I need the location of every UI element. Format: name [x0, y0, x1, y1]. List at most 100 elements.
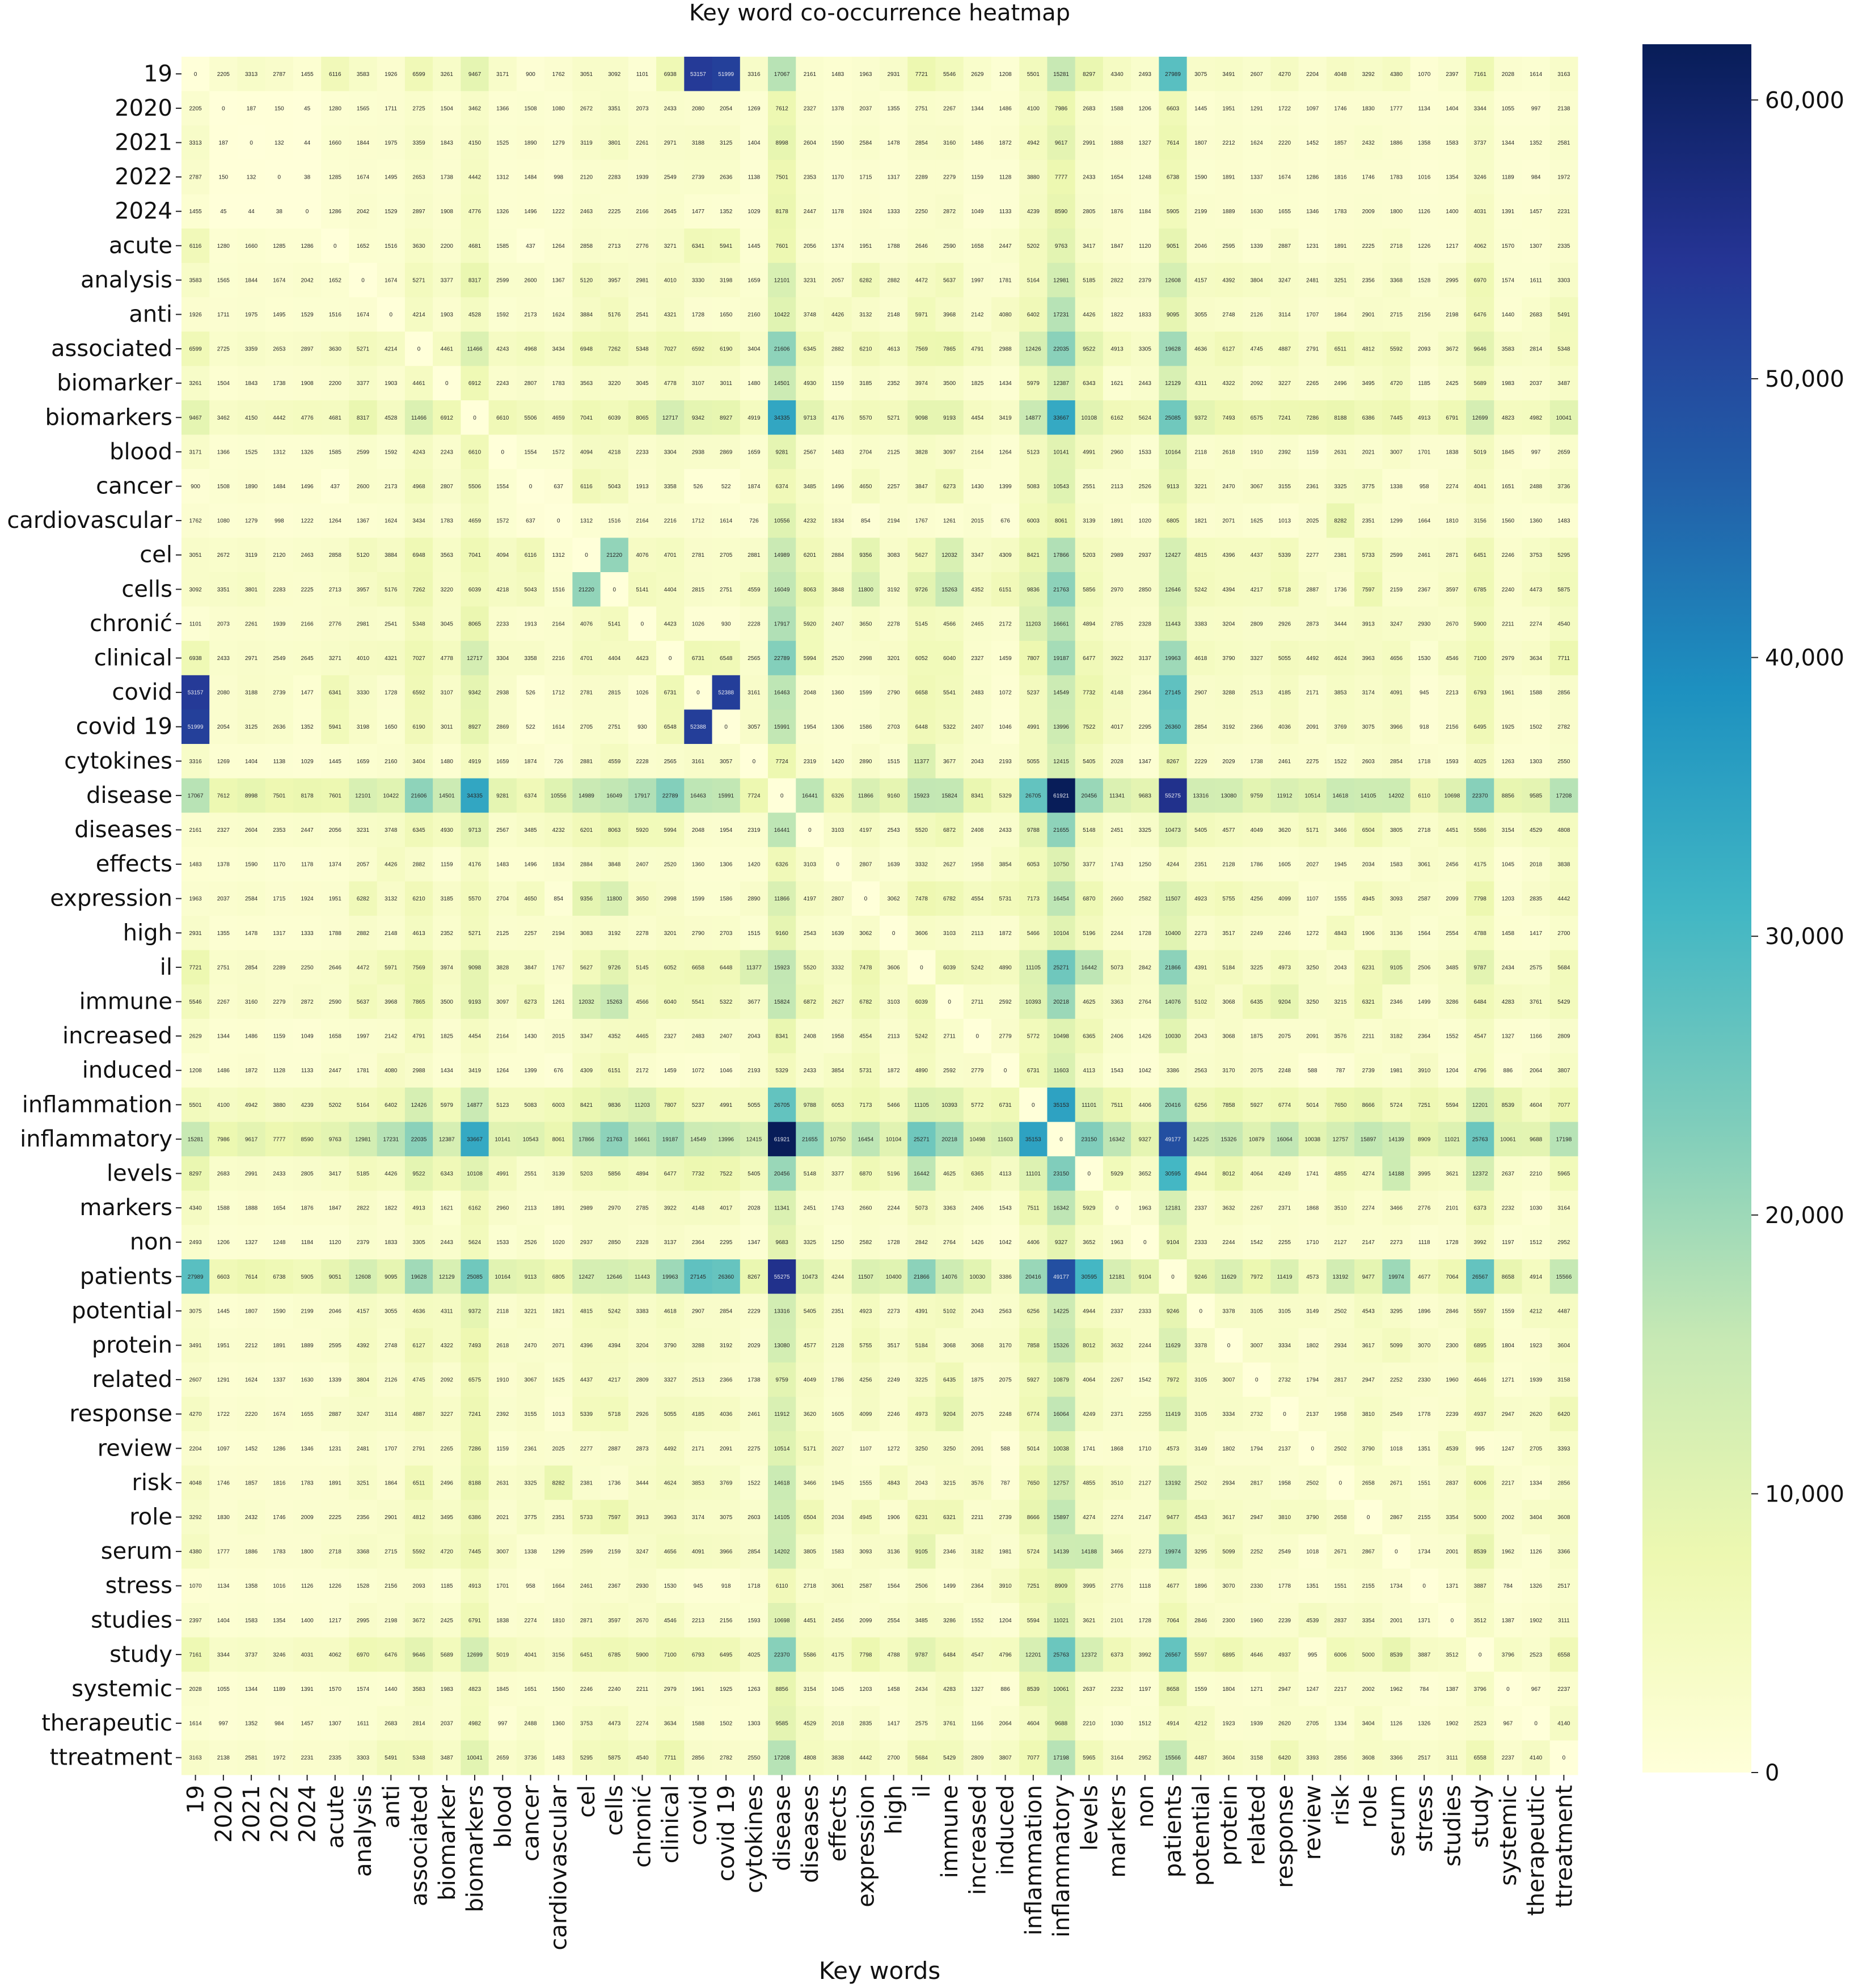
cell-value-label: 1042 — [999, 1240, 1012, 1246]
cell-value-label: 6477 — [664, 1171, 677, 1177]
cell-value-label: 2645 — [664, 209, 677, 215]
cell-value-label: 11866 — [774, 896, 790, 902]
cell-value-label: 4442 — [273, 415, 286, 421]
heatmap-cell — [1298, 57, 1327, 92]
cell-value-label: 2432 — [245, 1515, 258, 1521]
cell-value-label: 4243 — [412, 449, 425, 455]
cell-value-label: 4113 — [999, 1171, 1012, 1177]
cell-value-label: 0 — [1422, 1583, 1426, 1589]
cell-value-label: 1810 — [552, 1618, 565, 1624]
cell-value-label: 1495 — [273, 312, 286, 318]
cell-value-label: 19974 — [1165, 1549, 1181, 1555]
cell-value-label: 3652 — [1139, 1171, 1152, 1177]
cell-value-label: 2249 — [887, 1377, 900, 1384]
cell-value-label: 1306 — [831, 724, 844, 730]
cell-value-label: 1590 — [273, 1308, 286, 1314]
cell-value-label: 1585 — [329, 449, 342, 455]
cell-value-label: 5185 — [1083, 277, 1096, 284]
cell-value-label: 4968 — [524, 346, 537, 353]
cell-value-label: 1660 — [329, 140, 342, 146]
cell-value-label: 8065 — [636, 415, 649, 421]
cell-value-label: 1107 — [860, 1446, 872, 1452]
cell-value-label: 2351 — [831, 1308, 844, 1314]
cell-value-label: 3617 — [1222, 1515, 1235, 1521]
cell-value-label: 3650 — [859, 621, 872, 627]
cell-value-label: 4094 — [580, 449, 593, 455]
cell-value-label: 2118 — [497, 1308, 509, 1314]
cell-value-label: 1217 — [329, 1618, 342, 1624]
cell-value-label: 11507 — [858, 1274, 874, 1280]
cell-value-label: 6052 — [664, 965, 677, 971]
cell-value-label: 5203 — [580, 1171, 593, 1177]
cell-value-label: 2587 — [1418, 896, 1431, 902]
cell-value-label: 2629 — [189, 1034, 202, 1040]
cell-value-label: 2265 — [1306, 380, 1319, 387]
cell-value-label: 4380 — [189, 1549, 202, 1555]
cell-value-label: 4437 — [580, 1377, 593, 1384]
cell-value-label: 4239 — [1027, 209, 1040, 215]
cell-value-label: 1543 — [1110, 1068, 1124, 1074]
cell-value-label: 35153 — [1053, 1102, 1069, 1109]
cell-value-label: 10422 — [383, 793, 399, 799]
cell-value-label: 1738 — [747, 1377, 761, 1384]
cell-value-label: 4041 — [1474, 484, 1487, 490]
cell-value-label: 5295 — [1557, 552, 1570, 559]
cell-value-label: 0 — [948, 999, 951, 1005]
cell-value-label: 1951 — [859, 243, 872, 249]
cell-value-label: 1624 — [385, 518, 398, 525]
cell-value-label: 2952 — [1139, 1755, 1152, 1761]
cell-value-label: 3125 — [720, 140, 733, 146]
cell-value-label: 13996 — [1053, 724, 1069, 730]
cell-value-label: 1588 — [217, 1206, 230, 1212]
cell-value-label: 11419 — [1165, 1411, 1181, 1418]
cell-value-label: 2776 — [329, 621, 342, 627]
cell-value-label: 2931 — [189, 930, 202, 937]
cell-value-label: 3158 — [1251, 1755, 1264, 1761]
cell-value-label: 3160 — [943, 140, 956, 146]
cell-value-label: 900 — [526, 71, 535, 78]
cell-value-label: 1399 — [999, 484, 1012, 490]
cell-value-label: 3171 — [189, 449, 202, 455]
cell-value-label: 1120 — [329, 1240, 341, 1246]
cell-value-label: 3188 — [245, 690, 258, 696]
cell-value-label: 2550 — [1557, 759, 1570, 765]
cell-value-label: 3354 — [1362, 1618, 1375, 1624]
cell-value-label: 9683 — [1139, 793, 1152, 799]
cell-value-label: 2161 — [189, 827, 202, 834]
cell-value-label: 5237 — [1027, 690, 1040, 696]
cell-value-label: 16661 — [1053, 621, 1069, 627]
cell-value-label: 6895 — [1222, 1652, 1235, 1658]
cell-value-label: 5271 — [357, 346, 370, 353]
cell-value-label: 4991 — [1083, 449, 1096, 455]
heatmap-cell — [516, 57, 545, 92]
cell-value-label: 1483 — [831, 71, 844, 78]
cell-value-label: 1715 — [859, 175, 872, 181]
heatmap-cell — [1186, 57, 1215, 92]
cell-value-label: 3075 — [189, 1308, 202, 1314]
cell-value-label: 2781 — [692, 552, 705, 559]
cell-value-label: 9759 — [776, 1377, 789, 1384]
cell-value-label: 2937 — [1139, 552, 1152, 559]
cell-value-label: 8539 — [1474, 1549, 1487, 1555]
cell-value-label: 4720 — [1390, 380, 1403, 387]
cell-value-label: 1134 — [217, 1583, 230, 1589]
cell-value-label: 4049 — [804, 1377, 817, 1384]
cell-value-label: 1264 — [552, 243, 565, 249]
cell-value-label: 3510 — [1334, 1206, 1347, 1212]
cell-value-label: 8666 — [1027, 1515, 1040, 1521]
cell-value-label: 3404 — [412, 759, 425, 765]
cell-value-label: 3500 — [943, 380, 956, 387]
cell-value-label: 3119 — [245, 552, 257, 559]
cell-value-label: 1515 — [747, 930, 761, 937]
cell-value-label: 4176 — [831, 415, 844, 421]
cell-value-label: 2764 — [1139, 999, 1152, 1005]
cell-value-label: 12981 — [355, 1136, 371, 1143]
cell-value-label: 6599 — [189, 346, 202, 353]
cell-value-label: 1788 — [329, 930, 342, 937]
cell-value-label: 1030 — [1110, 1721, 1124, 1727]
cell-value-label: 5043 — [608, 484, 621, 490]
cell-value-label: 4887 — [412, 1411, 425, 1418]
cell-value-label: 9372 — [1194, 415, 1207, 421]
cell-value-label: 3103 — [943, 930, 956, 937]
cell-value-label: 4426 — [385, 862, 398, 868]
